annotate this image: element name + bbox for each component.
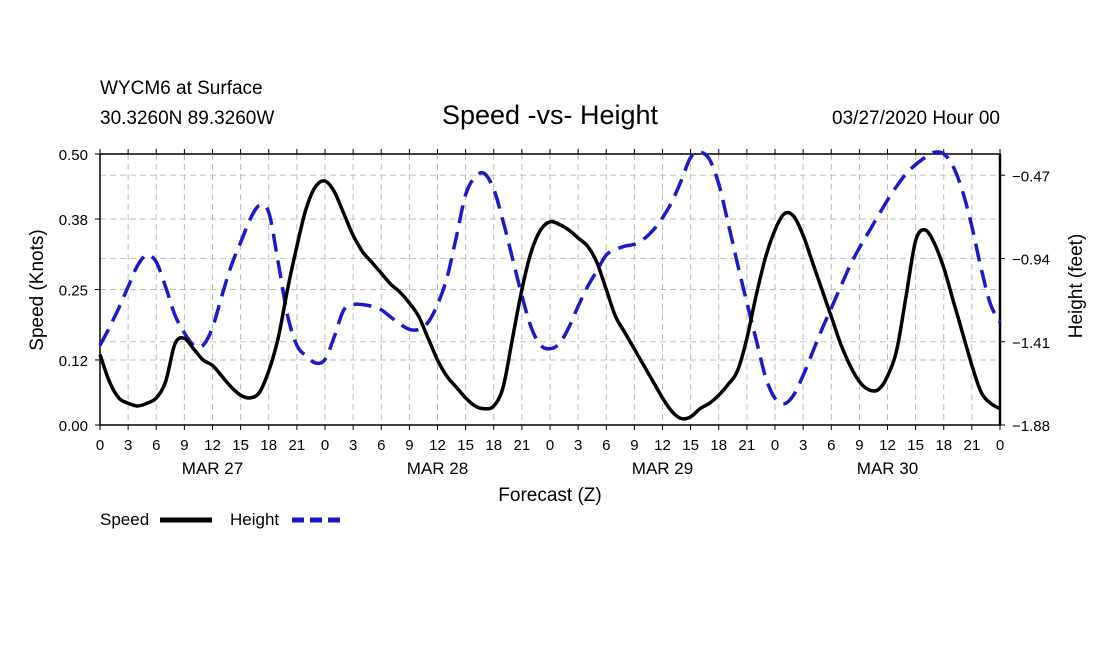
y2-tick-label: −0.47 [1012, 168, 1050, 185]
x-tick-label: 12 [429, 437, 446, 454]
y-axis-title: Speed (Knots) [27, 229, 48, 350]
x-axis-title: Forecast (Z) [498, 485, 601, 506]
station-label: WYCM6 at Surface [100, 78, 263, 99]
x-tick-label: 15 [682, 437, 699, 454]
x-tick-label: 21 [964, 437, 981, 454]
speed-series-line [98, 179, 1001, 421]
x-tick-label: 9 [630, 437, 638, 454]
x-tick-label: 3 [349, 437, 357, 454]
x-tick-label: 21 [289, 437, 306, 454]
x-tick-label: 15 [907, 437, 924, 454]
legend: Speed Height [100, 510, 342, 529]
x-tick-label: 0 [96, 437, 104, 454]
x-tick-label: 18 [935, 437, 952, 454]
y-tick-label: 0.38 [59, 212, 88, 229]
datetime-label: 03/27/2020 Hour 00 [832, 108, 1000, 129]
y2-tick-label: −0.94 [1012, 252, 1050, 269]
x-tick-label: 15 [457, 437, 474, 454]
y-tick-label: 0.25 [59, 283, 88, 300]
x-tick-label: 12 [204, 437, 221, 454]
x-tick-label: 9 [180, 437, 188, 454]
x-tick-label: 0 [321, 437, 329, 454]
y-tick-label: 0.50 [59, 147, 88, 164]
y-tick-label: 0.12 [59, 353, 88, 370]
x-tick-label: 9 [405, 437, 413, 454]
x-tick-label: 21 [514, 437, 531, 454]
x-tick-label: 0 [546, 437, 554, 454]
x-tick-label: 3 [574, 437, 582, 454]
day-label: MAR 29 [632, 459, 693, 478]
x-tick-label: 6 [152, 437, 160, 454]
x-tick-label: 12 [654, 437, 671, 454]
series-layer [98, 150, 1002, 421]
day-label: MAR 30 [857, 459, 918, 478]
x-tick-label: 18 [710, 437, 727, 454]
x-tick-label: 0 [996, 437, 1004, 454]
x-tick-label: 3 [124, 437, 132, 454]
day-label: MAR 28 [407, 459, 468, 478]
chart-title: Speed -vs- Height [442, 100, 659, 130]
x-tick-label: 15 [232, 437, 249, 454]
y2-tick-label: −1.88 [1012, 418, 1050, 435]
y-tick-label: 0.00 [59, 418, 88, 435]
height-series-line [98, 150, 1002, 406]
axis-ticks: 0 3 6 9 12 15 18 21 0 3 6 9 12 15 18 21 0 3 6 9 12 15 18 21 0 3 6 9… [59, 147, 1050, 478]
day-label: MAR 27 [182, 459, 243, 478]
x-tick-label: 6 [602, 437, 610, 454]
legend-height-label: Height [230, 510, 279, 529]
y2-tick-label: −1.41 [1012, 335, 1050, 352]
x-tick-label: 18 [260, 437, 277, 454]
x-tick-label: 9 [855, 437, 863, 454]
x-tick-label: 12 [879, 437, 896, 454]
x-tick-label: 6 [827, 437, 835, 454]
location-label: 30.3260N 89.3260W [100, 108, 274, 129]
x-tick-label: 18 [485, 437, 502, 454]
legend-speed-label: Speed [100, 510, 149, 529]
grid-lines [100, 154, 1000, 425]
x-tick-label: 0 [771, 437, 779, 454]
y2-axis-title: Height (feet) [1066, 234, 1087, 339]
x-tick-label: 21 [739, 437, 756, 454]
x-tick-label: 6 [377, 437, 385, 454]
x-tick-label: 3 [799, 437, 807, 454]
